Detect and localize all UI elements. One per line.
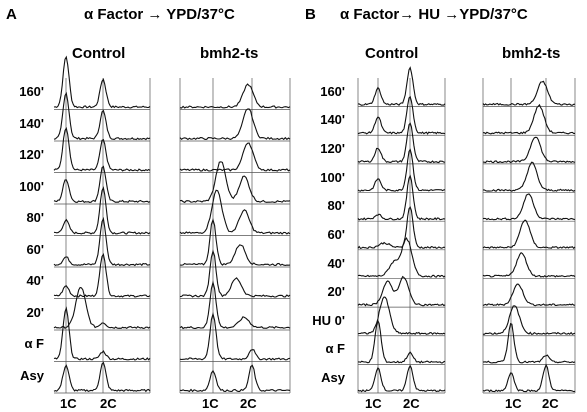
- row-label-b-1: 140': [320, 112, 345, 128]
- b-control-histogram-1: [357, 95, 446, 135]
- row-label-a-9: Asy: [20, 367, 44, 383]
- b-bmh2-histogram-7: [482, 283, 576, 307]
- row-label-b-7: 20': [327, 284, 345, 300]
- row-label-a-8: α F: [24, 336, 44, 352]
- b-control-1c-label: 1C: [365, 396, 382, 411]
- b-bmh2-histogram-9: [482, 322, 576, 364]
- row-label-a-1: 140': [19, 115, 44, 131]
- a-control-histogram-8: [53, 306, 151, 361]
- a-control-2c-label: 2C: [100, 396, 117, 411]
- b-control-histogram-4: [357, 174, 446, 221]
- row-label-b-5: 60': [327, 226, 345, 242]
- a-bmh2-2c-label: 2C: [240, 396, 257, 411]
- row-label-b-3: 100': [320, 169, 345, 185]
- b-control-histogram-8: [357, 296, 446, 335]
- row-label-a-3: 100': [19, 178, 44, 194]
- a-bmh2-histogram-4: [179, 189, 291, 235]
- row-label-a-6: 40': [26, 273, 44, 289]
- a-control-histogram-6: [53, 253, 151, 298]
- b-control-histogram-9: [358, 319, 446, 364]
- a-control-histogram-5: [53, 216, 151, 267]
- b-control-histogram-7: [357, 275, 446, 307]
- a-bmh2-1c-label: 1C: [202, 396, 219, 411]
- b-bmh2-2c-label: 2C: [542, 396, 559, 411]
- b-bmh2-histogram-2: [482, 136, 576, 164]
- a-control-1c-label: 1C: [60, 396, 77, 411]
- panel-a-col-bmh2: bmh2-ts: [200, 45, 259, 62]
- row-label-a-4: 80': [26, 210, 44, 226]
- row-label-b-10: Asy: [321, 370, 345, 386]
- a-bmh2-histogram-7: [179, 280, 291, 330]
- a-bmh2-histogram-3: [179, 161, 291, 204]
- row-label-b-9: α F: [325, 341, 345, 357]
- row-label-a-5: 60': [26, 241, 44, 257]
- b-bmh2-histogram-10: [482, 363, 576, 393]
- row-label-b-6: 40': [327, 255, 345, 271]
- a-control-histogram-3: [53, 165, 151, 203]
- b-control-histogram-5: [357, 205, 446, 250]
- row-label-a-7: 20': [26, 304, 44, 320]
- a-bmh2-histogram-0: [179, 83, 291, 109]
- panel-a-title: α Factor → YPD/37°C: [84, 6, 235, 23]
- b-bmh2-1c-label: 1C: [505, 396, 522, 411]
- b-bmh2-histogram-4: [482, 193, 576, 221]
- a-control-histogram-2: [53, 126, 151, 172]
- row-label-b-2: 120': [320, 141, 345, 156]
- a-bmh2-histogram-1: [179, 108, 291, 141]
- a-bmh2-histogram-9: [179, 364, 291, 393]
- panel-b-title: α Factor→ HU →YPD/37°C: [340, 6, 528, 23]
- b-control-histogram-0: [358, 66, 446, 106]
- b-control-2c-label: 2C: [403, 396, 420, 411]
- panel-a-col-control: Control: [72, 45, 126, 62]
- b-bmh2-histogram-1: [483, 103, 575, 135]
- b-bmh2-histogram-5: [482, 219, 576, 250]
- b-control-histogram-2: [357, 122, 446, 164]
- a-control-histogram-9: [53, 361, 151, 393]
- row-label-b-8: HU 0': [312, 312, 345, 328]
- a-control-histogram-0: [53, 55, 151, 109]
- row-label-a-0: 160': [19, 84, 44, 100]
- b-bmh2-histogram-8: [482, 305, 576, 336]
- b-control-histogram-6: [357, 237, 446, 278]
- panel-b-letter: B: [305, 6, 316, 23]
- panel-b-col-bmh2: bmh2-ts: [502, 45, 561, 62]
- row-label-b-4: 80': [327, 198, 345, 214]
- row-label-b-0: 160': [320, 83, 345, 99]
- panel-a-letter: A: [6, 6, 17, 23]
- b-bmh2-histogram-3: [483, 161, 576, 192]
- b-bmh2-histogram-0: [482, 80, 576, 106]
- a-bmh2-histogram-8: [179, 312, 291, 361]
- a-control-histogram-4: [53, 186, 151, 235]
- a-bmh2-histogram-2: [179, 142, 291, 172]
- panel-b-col-control: Control: [365, 45, 419, 62]
- row-label-a-2: 120': [19, 147, 44, 163]
- a-bmh2-histogram-6: [179, 249, 291, 298]
- b-control-histogram-10: [357, 364, 446, 393]
- a-control-histogram-7: [53, 286, 151, 329]
- b-control-histogram-3: [357, 148, 446, 192]
- a-bmh2-histogram-5: [179, 218, 291, 266]
- b-bmh2-histogram-6: [482, 251, 576, 278]
- a-control-histogram-1: [53, 91, 151, 141]
